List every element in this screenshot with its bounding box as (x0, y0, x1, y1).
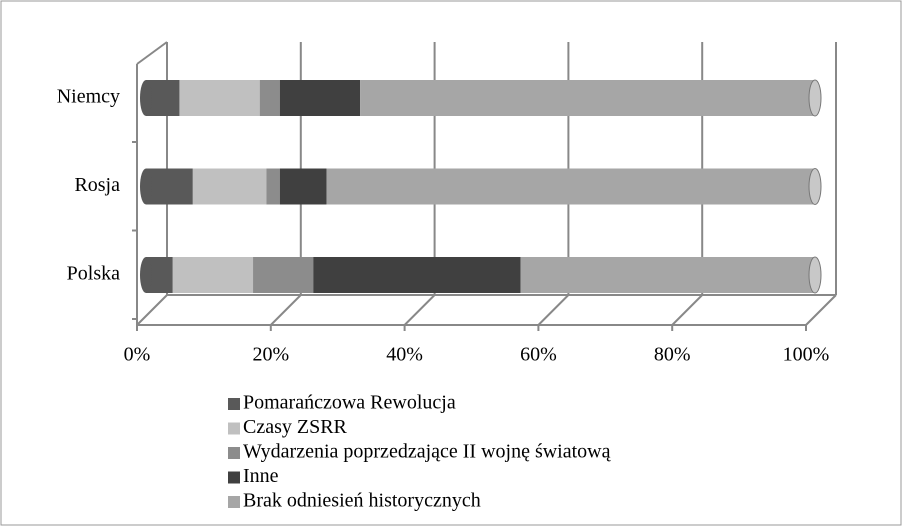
floor-grid-line (136, 294, 168, 326)
x-tick-label: 40% (386, 344, 423, 366)
bar-segment (146, 168, 193, 205)
legend-label: Wydarzenia poprzedzające II wojnę świato… (243, 441, 612, 463)
legend-swatch (228, 471, 240, 484)
floor-grid-line (671, 294, 703, 326)
bar-segment (172, 257, 254, 293)
bar-segment (192, 168, 267, 205)
x-tick-label: 0% (124, 344, 151, 366)
bar-segment (179, 80, 260, 116)
bar-cap (808, 79, 822, 117)
floor-grid-line (270, 294, 302, 326)
bar-segment (360, 80, 815, 116)
x-tick-label: 20% (252, 344, 289, 366)
bar-cap (808, 256, 822, 294)
x-tick-label: 60% (520, 344, 557, 366)
legend-swatch (228, 398, 240, 410)
bar-segment (279, 80, 361, 116)
legend-swatch (228, 447, 240, 459)
legend-label: Inne (243, 465, 279, 487)
bar-start-cap (140, 168, 152, 205)
bar-cap (808, 168, 822, 205)
legend-label: Pomarańczowa Rewolucja (243, 392, 456, 414)
bar-start-cap (140, 80, 152, 116)
y-tick-label: Polska (67, 263, 120, 285)
floor-grid-line (805, 294, 837, 326)
bar-start-cap (140, 257, 152, 293)
floor-grid-line (403, 294, 436, 326)
bar-segment (279, 168, 327, 205)
legend-swatch (228, 422, 240, 435)
legend-swatch (228, 496, 240, 508)
bar-segment (313, 257, 521, 293)
y-tick-label: Rosja (74, 174, 120, 196)
side-wall-top (136, 41, 168, 65)
legend-label: Brak odniesień historycznych (243, 490, 481, 512)
floor-grid-line (537, 294, 570, 326)
x-tick-label: 80% (654, 344, 691, 366)
bar-segment (253, 257, 314, 293)
bar-segment (520, 257, 815, 293)
x-tick-label: 100% (783, 344, 830, 366)
bar-segment (259, 80, 280, 116)
bar-segment (266, 168, 280, 205)
y-tick-label: Niemcy (57, 86, 120, 108)
bar-segment (326, 168, 815, 205)
legend-label: Czasy ZSRR (243, 416, 348, 438)
